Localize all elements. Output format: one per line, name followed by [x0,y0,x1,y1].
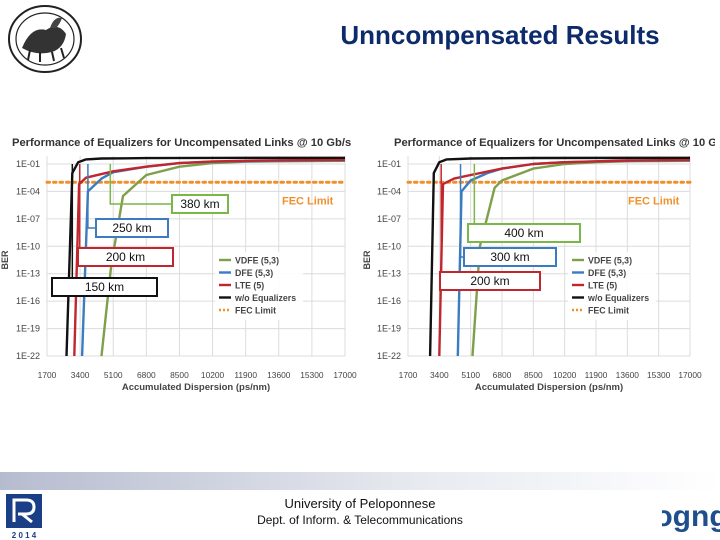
ogng-logo-text: ogng [662,500,720,533]
logo-year-text: 2 0 1 4 [12,531,37,540]
x-tick-label: 3400 [71,370,90,380]
y-tick-label: 1E-19 [16,324,40,334]
annotation-connector [87,164,96,229]
legend-label: VDFE (5,3) [588,256,632,266]
chart-title: Performance of Equalizers for Uncompensa… [12,137,351,149]
y-tick-label: 1E-07 [16,214,40,224]
legend-label: FEC Limit [588,306,629,316]
y-tick-label: 1E-04 [377,186,401,196]
left-chart: Performance of Equalizers for Uncompensa… [0,137,357,393]
x-tick-label: 6800 [493,370,512,380]
legend: VDFE (5,3) DFE (5,3) LTE (5) w/o Equalizers… [215,252,303,320]
x-tick-label: 10200 [201,370,225,380]
annotation-label: 250 km [112,221,151,235]
x-tick-label: 3400 [430,370,449,380]
annotation-callout: 200 km [439,164,541,291]
footer-university: University of Peloponnese [284,496,436,511]
fec-limit-label: FEC Limit [628,195,680,207]
annotation-callout: 150 km [51,164,158,297]
x-tick-label: 6800 [137,370,156,380]
y-tick-label: 1E-16 [16,296,40,306]
annotation-callout: 200 km [77,164,174,267]
series-line-3 [65,156,346,357]
x-tick-label: 13600 [616,370,640,380]
y-tick-label: 1E-01 [377,159,401,169]
annotation-box [439,271,541,291]
slide-title: Unncompensated Results [340,20,660,50]
legend-label: w/o Equalizers [234,293,296,303]
annotation-connector [109,164,172,205]
x-tick-label: 10200 [553,370,577,380]
x-axis-label: Accumulated Dispersion (ps/nm) [475,382,623,393]
annotation-box [463,247,557,267]
x-tick-label: 17000 [678,370,702,380]
annotation-callout: 400 km [467,164,581,243]
legend-label: FEC Limit [235,306,276,316]
x-tick-label: 11900 [234,370,257,380]
footer-department: Dept. of Inform. & Telecommunications [257,513,463,527]
y-tick-label: 1E-13 [16,269,40,279]
x-tick-label: 17000 [333,370,357,380]
annotation-label: 300 km [490,250,529,264]
university-seal-logo [6,4,84,74]
y-axis-label: BER [362,250,372,270]
y-tick-label: 1E-22 [16,351,40,361]
annotation-callout: 300 km [459,164,557,267]
right-chart: Performance of Equalizers for Uncompensa… [362,137,715,393]
y-tick-label: 1E-13 [377,269,401,279]
legend-label: w/o Equalizers [587,293,649,303]
annotation-callout: 380 km [109,164,229,214]
annotation-label: 400 km [504,226,543,240]
annotation-label: 200 km [106,250,145,264]
x-tick-label: 5100 [461,370,480,380]
legend-label: LTE (5) [235,281,264,291]
y-tick-label: 1E-22 [377,351,401,361]
y-axis-label: BER [0,250,10,270]
y-tick-label: 1E-10 [377,241,401,251]
footer-bar [0,472,720,490]
y-tick-label: 1E-19 [377,324,401,334]
y-tick-label: 1E-01 [16,159,40,169]
x-tick-label: 5100 [104,370,123,380]
series-line-2 [438,158,691,357]
y-tick-label: 1E-16 [377,296,401,306]
annotation-box [77,247,174,267]
annotation-box [51,277,158,297]
annotation-label: 200 km [470,274,509,288]
series-line-3 [428,156,691,357]
chart-title: Performance of Equalizers for Uncompensa… [394,137,715,149]
annotation-label: 380 km [180,197,219,211]
ogng-logo: ogng [654,492,720,538]
legend: VDFE (5,3) DFE (5,3) LTE (5) w/o Equalizers… [568,252,656,320]
y-tick-label: 1E-04 [16,186,40,196]
legend-label: DFE (5,3) [235,268,273,278]
legend-label: DFE (5,3) [588,268,626,278]
annotation-callout: 250 km [87,164,169,238]
anniversary-logo: 2 0 1 4 [2,492,46,540]
x-tick-label: 15300 [647,370,671,380]
annotation-box [467,223,581,243]
x-tick-label: 1700 [38,370,57,380]
x-tick-label: 1700 [399,370,418,380]
annotation-box [95,218,169,238]
y-tick-label: 1E-10 [16,241,40,251]
annotation-connector [459,164,464,258]
legend-label: LTE (5) [588,281,617,291]
y-tick-label: 1E-07 [377,214,401,224]
series-line-2 [73,158,346,357]
legend-label: VDFE (5,3) [235,256,279,266]
x-tick-label: 15300 [300,370,324,380]
x-tick-label: 8500 [170,370,189,380]
x-tick-label: 8500 [524,370,543,380]
fec-limit-label: FEC Limit [282,195,334,207]
annotation-label: 150 km [85,280,124,294]
x-tick-label: 13600 [267,370,291,380]
annotation-box [171,194,229,214]
x-tick-label: 11900 [585,370,608,380]
x-axis-label: Accumulated Dispersion (ps/nm) [122,382,270,393]
